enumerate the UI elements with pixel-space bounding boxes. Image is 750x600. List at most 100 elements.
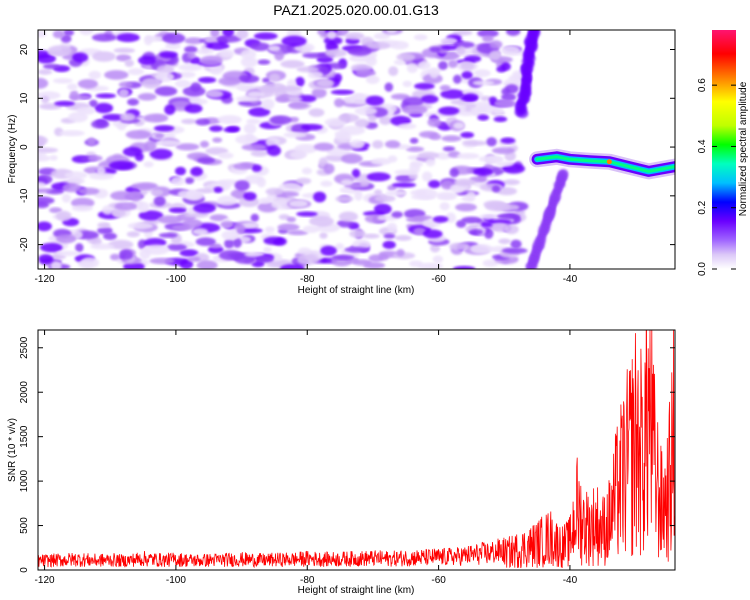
spectrogram-blob bbox=[438, 61, 448, 70]
spectrogram-blob bbox=[111, 209, 126, 217]
spectrogram-blob bbox=[38, 174, 53, 185]
spectrogram-blob bbox=[264, 226, 275, 233]
colorbar: 0.0 0.2 0.4 0.6 Normalized spectral amplitu… bbox=[697, 30, 749, 276]
spectrogram-blob bbox=[261, 98, 275, 110]
spectrogram-blob bbox=[243, 123, 257, 134]
spectrogram-blob bbox=[393, 59, 407, 66]
spectrogram-blob bbox=[119, 249, 134, 260]
spectrogram-blob bbox=[374, 194, 396, 203]
spectrogram-blob bbox=[417, 151, 440, 159]
colorbar-gradient bbox=[712, 30, 736, 269]
spectrogram-blob bbox=[391, 182, 417, 188]
spectrogram-blob bbox=[179, 259, 194, 269]
spectrogram-blob bbox=[149, 148, 173, 160]
spectrogram-blob bbox=[168, 207, 187, 213]
spectrogram-blob bbox=[491, 185, 501, 193]
spectrogram-blob bbox=[271, 198, 295, 210]
spectrogram-blob bbox=[386, 30, 397, 34]
spectrogram-blob bbox=[494, 99, 517, 108]
spectrogram-blob bbox=[336, 30, 349, 36]
spectrogram-blob bbox=[56, 234, 77, 244]
spectrogram-blob bbox=[175, 166, 186, 176]
spectrogram-blob bbox=[449, 242, 470, 251]
spectrogram-blob bbox=[421, 171, 433, 182]
spectrogram-blob bbox=[387, 155, 398, 163]
spectrogram-blob bbox=[491, 147, 515, 155]
spectrogram-blob bbox=[298, 94, 317, 103]
spectrogram-blob bbox=[351, 168, 361, 178]
spectrogram-blob bbox=[411, 194, 436, 200]
spectrogram-blob bbox=[184, 104, 203, 114]
spectrogram-blob bbox=[439, 202, 450, 211]
spectrogram-blob bbox=[427, 117, 442, 128]
spectrogram-blob bbox=[63, 30, 75, 36]
spectrogram-blob bbox=[296, 211, 318, 217]
bright-band bbox=[529, 148, 675, 180]
spectrogram-blob bbox=[497, 213, 521, 220]
spectrogram-blob bbox=[78, 187, 100, 195]
spectrogram-blob bbox=[220, 221, 234, 228]
spectrogram-blob bbox=[488, 219, 512, 225]
spectrogram-blob bbox=[52, 78, 73, 84]
spectrogram-blob bbox=[250, 150, 268, 157]
spectrogram-blob bbox=[287, 230, 309, 236]
spectrogram-blob bbox=[308, 108, 325, 117]
snr-y-label: SNR (10 * v/v) bbox=[7, 418, 18, 482]
y-tick-label: -20 bbox=[19, 237, 30, 252]
spectrogram-blob bbox=[420, 94, 439, 104]
spectrogram-blob bbox=[395, 235, 412, 241]
spectrogram-blob bbox=[500, 137, 516, 144]
spectrogram-blob bbox=[108, 239, 134, 250]
y-tick-label: 10 bbox=[19, 92, 30, 104]
spectrogram-blob bbox=[138, 210, 164, 221]
spectrogram-blob bbox=[313, 191, 327, 203]
x-tick-label: -100 bbox=[166, 575, 186, 586]
spectrogram-blob bbox=[144, 140, 157, 152]
x-tick-label: -60 bbox=[431, 575, 446, 586]
spectrogram-blob bbox=[127, 222, 154, 230]
colorbar-label: Normalized spectral amplitude bbox=[738, 81, 749, 216]
colorbar-ticks: 0.0 0.2 0.4 0.6 bbox=[697, 78, 736, 276]
spectrogram-blob bbox=[327, 30, 337, 40]
spectrogram-blob bbox=[241, 143, 267, 151]
spectrogram-blob bbox=[75, 243, 84, 253]
spectrogram-blob bbox=[450, 99, 469, 105]
spectrogram-blob bbox=[50, 261, 62, 269]
spectrogram-blob bbox=[440, 37, 458, 45]
spectrogram-blob bbox=[278, 182, 302, 194]
spectrogram-blob bbox=[187, 191, 204, 201]
spectrogram-blob bbox=[218, 250, 243, 261]
spectrogram-blob bbox=[298, 247, 312, 255]
spectrogram-blob bbox=[323, 163, 335, 175]
spectrogram-blob bbox=[425, 158, 436, 167]
spectrogram-blob bbox=[235, 134, 259, 145]
spectrogram-blob bbox=[558, 169, 569, 178]
spectrogram-blob bbox=[452, 265, 476, 269]
spectrogram-blob bbox=[352, 93, 365, 100]
spectrogram-blob bbox=[178, 71, 196, 78]
spectrogram-blob bbox=[91, 33, 117, 42]
spectrogram-blob bbox=[340, 179, 353, 185]
spectrogram-blob bbox=[354, 190, 363, 201]
spectrogram-blob bbox=[473, 167, 494, 176]
spectrogram-blob bbox=[269, 115, 292, 125]
spectrogram-blob bbox=[417, 262, 443, 269]
spectrogram-blob bbox=[280, 264, 305, 269]
spectrogram-blob bbox=[480, 221, 493, 228]
spectrogram-blob bbox=[238, 196, 260, 208]
spectrogram-blob bbox=[352, 259, 373, 266]
spectrogram-blob bbox=[222, 30, 235, 37]
spectrogram-blob bbox=[301, 167, 312, 175]
spectrogram-blob bbox=[485, 156, 503, 164]
spectrogram-blob bbox=[188, 96, 201, 103]
spectrogram-blob bbox=[263, 246, 272, 253]
spectrogram-blob bbox=[170, 176, 185, 186]
spectrogram-blob bbox=[187, 256, 201, 262]
spectrogram-blob bbox=[38, 181, 46, 189]
spectrogram-blob bbox=[216, 35, 242, 43]
spectrogram-blob bbox=[456, 153, 480, 159]
spectrogram-blob bbox=[243, 191, 257, 201]
spectrogram-blob bbox=[394, 169, 418, 176]
spectrogram-blob bbox=[67, 177, 85, 185]
